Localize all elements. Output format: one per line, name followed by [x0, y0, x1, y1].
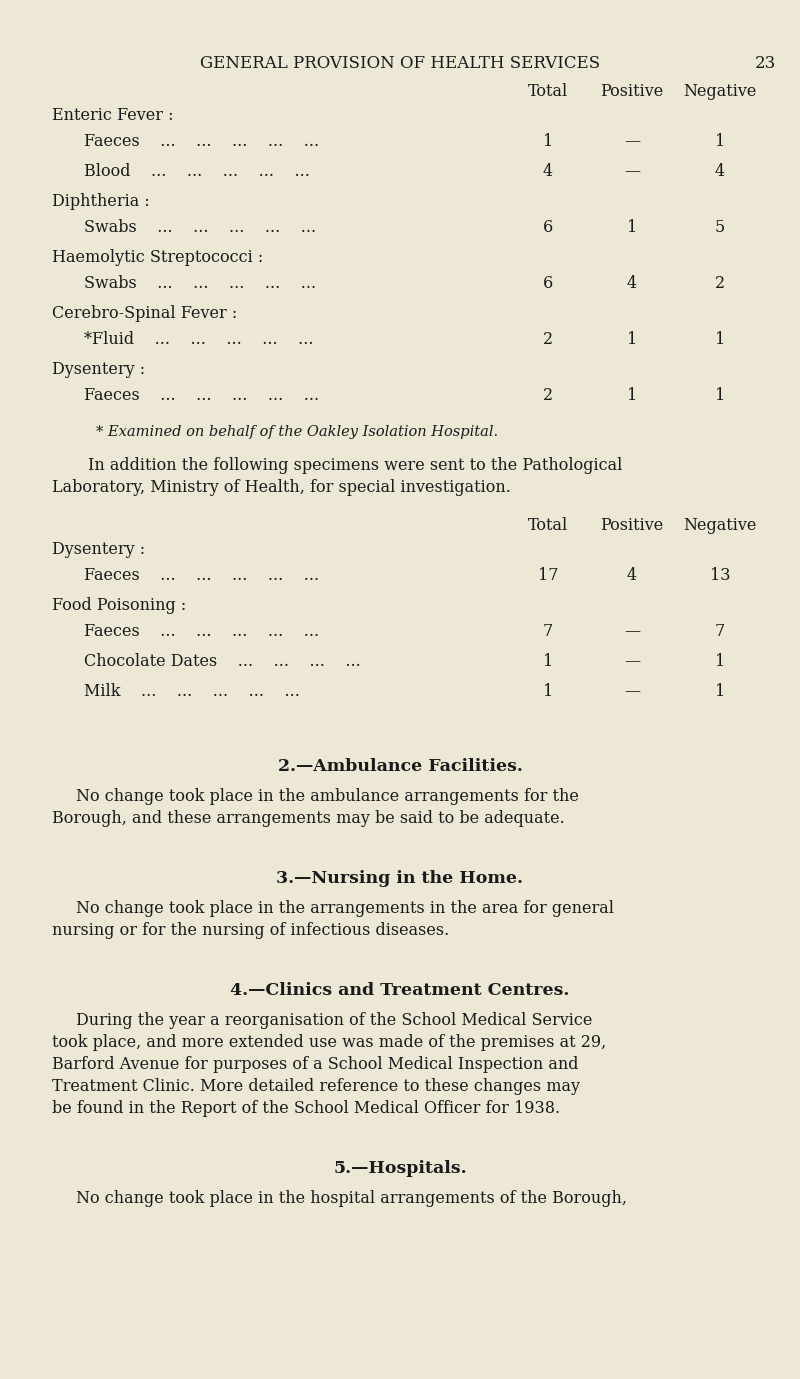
- Text: 7: 7: [543, 623, 553, 640]
- Text: Faeces    ...    ...    ...    ...    ...: Faeces ... ... ... ... ...: [84, 623, 319, 640]
- Text: 17: 17: [538, 567, 558, 583]
- Text: 1: 1: [627, 219, 637, 236]
- Text: 13: 13: [710, 567, 730, 583]
- Text: No change took place in the ambulance arrangements for the: No change took place in the ambulance ar…: [76, 787, 579, 805]
- Text: * Examined on behalf of the Oakley Isolation Hospital.: * Examined on behalf of the Oakley Isola…: [96, 425, 498, 439]
- Text: 1: 1: [543, 683, 553, 701]
- Text: Haemolytic Streptococci :: Haemolytic Streptococci :: [52, 250, 263, 266]
- Text: 4.—Clinics and Treatment Centres.: 4.—Clinics and Treatment Centres.: [230, 982, 570, 998]
- Text: 1: 1: [543, 132, 553, 150]
- Text: Diphtheria :: Diphtheria :: [52, 193, 150, 210]
- Text: —: —: [624, 683, 640, 701]
- Text: be found in the Report of the School Medical Officer for 1938.: be found in the Report of the School Med…: [52, 1100, 560, 1117]
- Text: Swabs    ...    ...    ...    ...    ...: Swabs ... ... ... ... ...: [84, 219, 316, 236]
- Text: *Fluid    ...    ...    ...    ...    ...: *Fluid ... ... ... ... ...: [84, 331, 314, 348]
- Text: 5.—Hospitals.: 5.—Hospitals.: [333, 1160, 467, 1178]
- Text: took place, and more extended use was made of the premises at 29,: took place, and more extended use was ma…: [52, 1034, 606, 1051]
- Text: Barford Avenue for purposes of a School Medical Inspection and: Barford Avenue for purposes of a School …: [52, 1056, 578, 1073]
- Text: Blood    ...    ...    ...    ...    ...: Blood ... ... ... ... ...: [84, 163, 310, 181]
- Text: Negative: Negative: [683, 517, 757, 534]
- Text: Chocolate Dates    ...    ...    ...    ...: Chocolate Dates ... ... ... ...: [84, 654, 361, 670]
- Text: 2.—Ambulance Facilities.: 2.—Ambulance Facilities.: [278, 758, 522, 775]
- Text: 4: 4: [627, 274, 637, 292]
- Text: 6: 6: [543, 274, 553, 292]
- Text: Treatment Clinic. More detailed reference to these changes may: Treatment Clinic. More detailed referenc…: [52, 1078, 580, 1095]
- Text: nursing or for the nursing of infectious diseases.: nursing or for the nursing of infectious…: [52, 923, 450, 939]
- Text: GENERAL PROVISION OF HEALTH SERVICES: GENERAL PROVISION OF HEALTH SERVICES: [200, 55, 600, 72]
- Text: 1: 1: [715, 387, 725, 404]
- Text: Dysentery :: Dysentery :: [52, 361, 145, 378]
- Text: Positive: Positive: [600, 517, 664, 534]
- Text: No change took place in the hospital arrangements of the Borough,: No change took place in the hospital arr…: [76, 1190, 627, 1207]
- Text: During the year a reorganisation of the School Medical Service: During the year a reorganisation of the …: [76, 1012, 592, 1029]
- Text: 1: 1: [715, 132, 725, 150]
- Text: 3.—Nursing in the Home.: 3.—Nursing in the Home.: [277, 870, 523, 887]
- Text: 2: 2: [715, 274, 725, 292]
- Text: —: —: [624, 654, 640, 670]
- Text: Faeces    ...    ...    ...    ...    ...: Faeces ... ... ... ... ...: [84, 567, 319, 583]
- Text: 4: 4: [715, 163, 725, 181]
- Text: Enteric Fever :: Enteric Fever :: [52, 108, 174, 124]
- Text: 1: 1: [627, 331, 637, 348]
- Text: Faeces    ...    ...    ...    ...    ...: Faeces ... ... ... ... ...: [84, 132, 319, 150]
- Text: 23: 23: [754, 55, 776, 72]
- Text: —: —: [624, 163, 640, 181]
- Text: —: —: [624, 623, 640, 640]
- Text: Faeces    ...    ...    ...    ...    ...: Faeces ... ... ... ... ...: [84, 387, 319, 404]
- Text: Cerebro-Spinal Fever :: Cerebro-Spinal Fever :: [52, 305, 238, 323]
- Text: 2: 2: [543, 387, 553, 404]
- Text: 1: 1: [715, 654, 725, 670]
- Text: Food Poisoning :: Food Poisoning :: [52, 597, 186, 614]
- Text: Laboratory, Ministry of Health, for special investigation.: Laboratory, Ministry of Health, for spec…: [52, 479, 511, 496]
- Text: Total: Total: [528, 83, 568, 101]
- Text: 1: 1: [543, 654, 553, 670]
- Text: Dysentery :: Dysentery :: [52, 541, 145, 558]
- Text: 2: 2: [543, 331, 553, 348]
- Text: 1: 1: [627, 387, 637, 404]
- Text: Swabs    ...    ...    ...    ...    ...: Swabs ... ... ... ... ...: [84, 274, 316, 292]
- Text: No change took place in the arrangements in the area for general: No change took place in the arrangements…: [76, 900, 614, 917]
- Text: Positive: Positive: [600, 83, 664, 101]
- Text: Milk    ...    ...    ...    ...    ...: Milk ... ... ... ... ...: [84, 683, 300, 701]
- Text: 1: 1: [715, 331, 725, 348]
- Text: Borough, and these arrangements may be said to be adequate.: Borough, and these arrangements may be s…: [52, 809, 565, 827]
- Text: 7: 7: [715, 623, 725, 640]
- Text: Total: Total: [528, 517, 568, 534]
- Text: 4: 4: [627, 567, 637, 583]
- Text: Negative: Negative: [683, 83, 757, 101]
- Text: 6: 6: [543, 219, 553, 236]
- Text: 5: 5: [715, 219, 725, 236]
- Text: In addition the following specimens were sent to the Pathological: In addition the following specimens were…: [88, 456, 622, 474]
- Text: —: —: [624, 132, 640, 150]
- Text: 1: 1: [715, 683, 725, 701]
- Text: 4: 4: [543, 163, 553, 181]
